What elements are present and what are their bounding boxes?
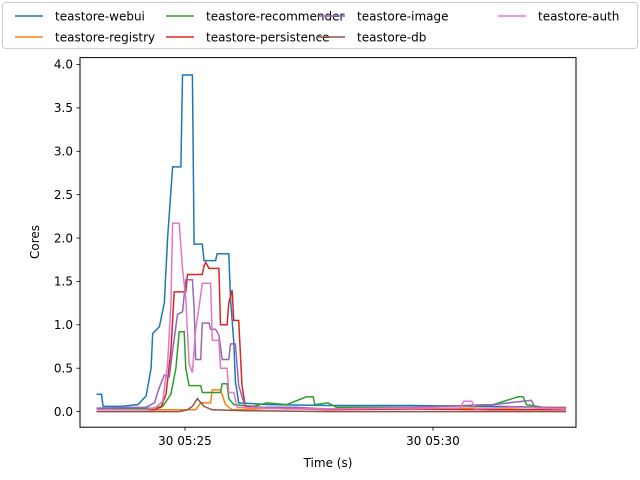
y-tick-label: 3.5 [54, 101, 73, 115]
legend-label-teastore-image: teastore-image [357, 10, 449, 24]
y-tick-label: 1.0 [54, 318, 73, 332]
series-line-teastore-webui [96, 74, 567, 408]
y-tick-label: 1.5 [54, 275, 73, 289]
y-tick-label: 0.0 [54, 405, 73, 419]
x-tick-label: 30 05:30 [406, 434, 460, 448]
series-line-teastore-auth [96, 222, 567, 411]
legend-label-teastore-persistence: teastore-persistence [206, 31, 330, 45]
legend: teastore-webui teastore-registry teastore-… [2, 2, 638, 49]
y-tick-label: 2.0 [54, 231, 73, 245]
y-tick-label: 4.0 [54, 58, 73, 72]
series-layer [96, 74, 567, 413]
plot-frame [79, 57, 577, 428]
y-tick-label: 3.0 [54, 145, 73, 159]
legend-label-teastore-registry: teastore-registry [55, 31, 155, 45]
legend-frame [2, 2, 638, 49]
y-tick-label: 2.5 [54, 188, 73, 202]
legend-label-teastore-webui: teastore-webui [55, 10, 145, 24]
y-axis: 0.0 0.5 1.0 1.5 2.0 2.5 3.0 3.5 4.0 [54, 58, 80, 419]
series-line-teastore-db [96, 397, 567, 413]
legend-label-teastore-recommender: teastore-recommender [206, 10, 344, 24]
y-axis-label: Cores [28, 225, 42, 259]
x-axis: 30 05:25 30 05:30 [158, 427, 460, 448]
x-tick-label: 30 05:25 [158, 434, 212, 448]
legend-label-teastore-db: teastore-db [357, 31, 426, 45]
x-axis-label: Time (s) [303, 456, 353, 470]
y-tick-label: 0.5 [54, 361, 73, 375]
legend-label-teastore-auth: teastore-auth [538, 10, 619, 24]
